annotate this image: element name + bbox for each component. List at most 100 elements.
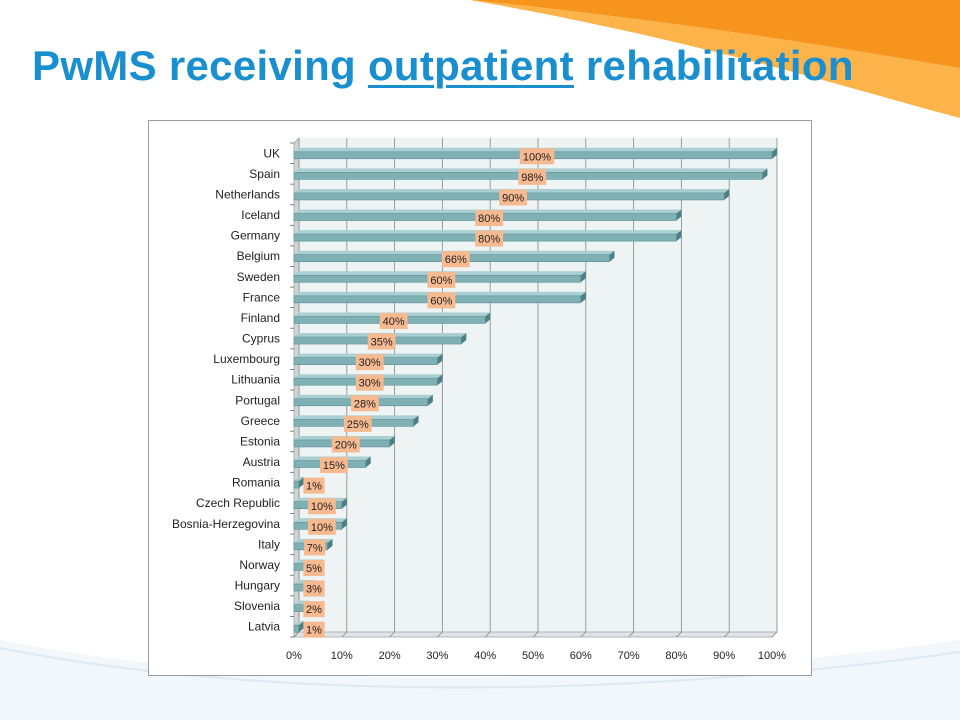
x-tick-label: 60% xyxy=(570,650,592,662)
category-label: Portugal xyxy=(235,393,280,407)
x-tick-label: 100% xyxy=(758,650,786,662)
data-label-box xyxy=(303,621,325,638)
bar-side-face xyxy=(437,353,443,365)
data-label: 66% xyxy=(441,251,470,268)
category-label: Greece xyxy=(241,414,281,428)
category-label: Cyprus xyxy=(242,332,280,346)
data-label-text: 5% xyxy=(306,563,322,575)
data-label-text: 30% xyxy=(359,378,381,390)
data-label-box xyxy=(331,436,360,453)
data-label-text: 90% xyxy=(502,192,524,204)
bar-front-face xyxy=(293,604,304,612)
data-label-box xyxy=(308,498,336,515)
data-label-box xyxy=(351,395,379,412)
bar-side-face xyxy=(389,435,395,447)
gridline-floor xyxy=(628,631,634,638)
data-label: 1% xyxy=(303,621,325,638)
data-label-box xyxy=(475,210,504,227)
category-label: Czech Republic xyxy=(196,496,280,510)
gridline-floor xyxy=(723,631,730,638)
gridline-floor xyxy=(484,631,491,638)
data-label: 60% xyxy=(427,292,456,309)
data-label-box xyxy=(343,415,372,432)
data-label-box xyxy=(319,457,348,474)
bar-side-face xyxy=(437,374,443,386)
data-label-box xyxy=(303,580,325,597)
data-label-text: 66% xyxy=(445,254,467,266)
plot-background xyxy=(294,138,777,637)
x-tick-label: 80% xyxy=(665,650,687,662)
data-label: 30% xyxy=(355,354,384,371)
x-tick-label: 50% xyxy=(522,650,544,662)
top-right-yellow-swoosh xyxy=(470,0,960,118)
category-label: Norway xyxy=(239,558,280,572)
gridline-floor xyxy=(676,631,682,638)
data-label: 10% xyxy=(308,518,336,535)
data-label-box xyxy=(427,271,456,288)
data-label-text: 80% xyxy=(478,213,500,225)
bar-side-face xyxy=(609,250,615,262)
data-label-box xyxy=(303,601,325,618)
bar xyxy=(293,477,304,489)
bar-side-face xyxy=(298,477,304,489)
data-label-box xyxy=(308,518,336,535)
bar-side-face xyxy=(485,312,491,324)
bar-side-face xyxy=(762,168,768,180)
category-label: Lithuania xyxy=(231,373,280,387)
category-label: UK xyxy=(263,146,280,160)
category-label: Austria xyxy=(243,455,281,469)
data-label-text: 40% xyxy=(383,316,405,328)
category-label: Slovenia xyxy=(234,599,280,613)
data-label: 25% xyxy=(343,415,372,432)
x-tick-label: 20% xyxy=(379,650,401,662)
data-label-text: 1% xyxy=(306,625,322,637)
bar-side-face xyxy=(365,456,371,468)
data-label-box xyxy=(379,312,408,329)
bar-side-face xyxy=(580,271,586,283)
x-tick-label: 70% xyxy=(618,650,640,662)
data-label-text: 35% xyxy=(371,337,393,349)
slide-title-part-2: rehabilitation xyxy=(573,42,854,89)
data-label-text: 20% xyxy=(335,439,357,451)
bar-top-face xyxy=(294,477,304,482)
data-label: 28% xyxy=(351,395,379,412)
data-label-text: 10% xyxy=(311,501,333,513)
category-label: Romania xyxy=(232,476,280,490)
bar-side-face xyxy=(298,621,304,633)
data-label: 10% xyxy=(308,498,336,515)
data-label: 60% xyxy=(427,271,456,288)
data-label: 80% xyxy=(475,230,504,247)
data-label-text: 60% xyxy=(430,295,452,307)
category-label: Finland xyxy=(241,311,280,325)
gridline-floor xyxy=(389,631,395,638)
x-tick-label: 0% xyxy=(286,650,302,662)
bar-side-face xyxy=(341,518,347,530)
top-right-orange-swoosh xyxy=(470,0,960,68)
category-label: Germany xyxy=(231,229,280,243)
category-label: Belgium xyxy=(237,249,280,263)
bar-side-face xyxy=(724,188,730,200)
slide-title: PwMS receiving outpatient rehabilitation xyxy=(32,42,854,90)
data-label-text: 80% xyxy=(478,234,500,246)
bar-side-face xyxy=(676,230,682,242)
category-label: Estonia xyxy=(240,434,280,448)
data-label-box xyxy=(303,559,325,576)
bar-side-face xyxy=(427,394,433,406)
bar-side-face xyxy=(413,415,419,427)
x-tick-label: 10% xyxy=(331,650,353,662)
category-label: Sweden xyxy=(237,270,280,284)
data-label: 100% xyxy=(519,148,555,165)
bottom-wave-light xyxy=(0,640,960,720)
data-label: 98% xyxy=(518,168,547,185)
data-label-text: 100% xyxy=(523,151,551,163)
data-label-box xyxy=(441,251,470,268)
bar xyxy=(293,621,304,633)
gridline-floor xyxy=(532,631,539,638)
slide-title-part-1: PwMS receiving xyxy=(32,42,368,89)
data-label: 35% xyxy=(367,333,396,350)
category-label: Italy xyxy=(258,537,280,551)
data-label-box xyxy=(427,292,456,309)
data-label: 15% xyxy=(319,457,348,474)
bar-side-face xyxy=(676,209,682,221)
data-label: 3% xyxy=(303,580,325,597)
